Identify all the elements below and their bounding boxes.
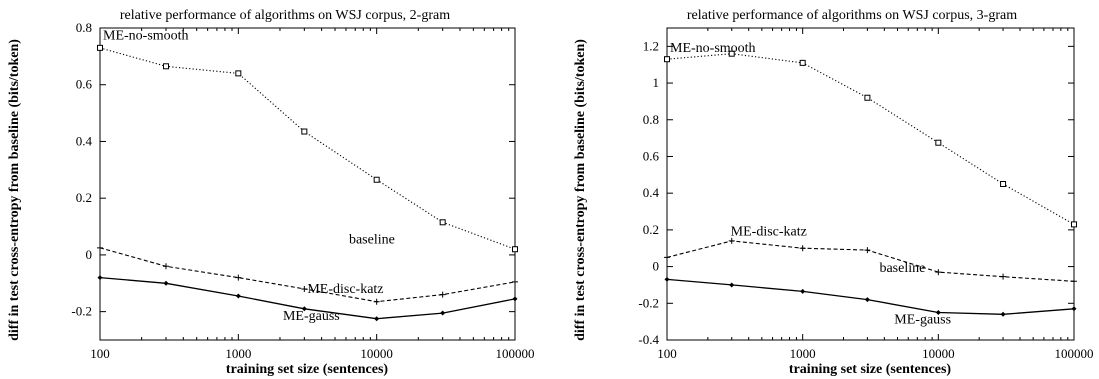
y-tick-label: 0.6 <box>643 148 660 163</box>
data-point <box>864 297 870 303</box>
data-point <box>373 176 380 183</box>
y-tick-label: 0 <box>653 259 660 274</box>
y-ticks: -0.2 0 0.2 0.4 0.6 0.8 <box>71 20 515 319</box>
data-point <box>97 275 103 281</box>
data-point <box>301 128 308 135</box>
data-point <box>1000 311 1006 317</box>
data-point <box>664 276 670 282</box>
data-point <box>935 309 941 315</box>
series-annotation: ME-no-smooth <box>670 41 756 56</box>
y-tick-label: 0.8 <box>76 20 92 35</box>
plot-frame <box>666 27 1075 341</box>
data-point <box>935 139 942 146</box>
annotation-layer: ME-no-smooth ME-disc-katz baseline ME-gauss <box>670 41 951 328</box>
x-ticks: 100 1000 10000 100000 <box>90 28 535 361</box>
data-point <box>864 94 871 101</box>
x-tick-label: 1000 <box>790 346 816 361</box>
series-annotation: ME-gauss <box>283 309 340 324</box>
y-tick-label: 1 <box>653 75 660 90</box>
data-point <box>728 50 735 57</box>
data-point <box>235 274 242 281</box>
y-tick-label: -0.2 <box>638 295 659 310</box>
data-point <box>1071 278 1077 285</box>
series-annotation: ME-disc-katz <box>307 282 383 297</box>
x-tick-label: 100000 <box>496 346 535 361</box>
data-point <box>512 296 518 302</box>
data-point <box>728 237 735 244</box>
data-point <box>235 293 241 299</box>
data-point <box>512 246 518 253</box>
annotation-layer: ME-no-smooth baseline ME-disc-katz ME-gauss <box>103 28 395 324</box>
y-tick-label: 0.8 <box>643 112 659 127</box>
data-point <box>374 316 380 322</box>
data-point <box>664 254 670 261</box>
y-tick-label: 0.4 <box>643 185 660 200</box>
data-point <box>163 63 170 70</box>
series-annotation: ME-disc-katz <box>731 224 807 239</box>
data-point <box>935 269 942 276</box>
data-point <box>1071 306 1077 312</box>
x-tick-label: 100 <box>657 346 677 361</box>
chart-3gram: relative performance of algorithms on WS… <box>573 8 1094 377</box>
y-axis-label: diff in test cross-entropy from baseline… <box>573 39 588 341</box>
data-point <box>439 291 446 298</box>
x-tick-label: 10000 <box>922 346 955 361</box>
series-annotation: baseline <box>349 233 395 248</box>
series-line-ME-no-smooth <box>99 47 516 250</box>
x-axis-label: training set size (sentences) <box>226 362 388 377</box>
series-layer <box>97 44 518 322</box>
data-point <box>664 56 670 63</box>
data-point <box>301 285 308 292</box>
data-point <box>235 70 242 77</box>
chart-title: relative performance of algorithms on WS… <box>120 8 450 23</box>
data-point <box>729 282 735 288</box>
y-ticks: -0.4 -0.2 0 0.2 0.4 0.6 0.8 1 1.2 <box>638 38 1074 347</box>
data-point <box>439 219 446 226</box>
x-tick-label: 10000 <box>360 346 393 361</box>
series-line-ME-gauss <box>666 278 1075 315</box>
series-annotation: ME-no-smooth <box>103 28 189 43</box>
series-annotation: ME-gauss <box>894 312 951 327</box>
y-tick-label: 0 <box>86 247 93 262</box>
series-annotation: baseline <box>879 261 925 276</box>
y-tick-label: -0.4 <box>638 332 659 347</box>
chart-title: relative performance of algorithms on WS… <box>687 8 1017 23</box>
data-point <box>799 59 806 66</box>
data-point <box>1000 273 1007 280</box>
data-point <box>800 288 806 294</box>
data-point <box>1000 181 1007 187</box>
y-tick-label: 0.6 <box>76 77 93 92</box>
chart-2gram: relative performance of algorithms on WS… <box>7 8 535 377</box>
data-point <box>163 263 170 270</box>
series-layer <box>664 50 1077 317</box>
series-line-ME-no-smooth <box>666 53 1075 225</box>
y-tick-label: 1.2 <box>643 38 659 53</box>
data-point <box>301 306 307 312</box>
data-point <box>97 244 103 251</box>
y-axis-label: diff in test cross-entropy from baseline… <box>7 39 22 341</box>
data-point <box>163 280 169 286</box>
data-point <box>1071 221 1077 228</box>
data-point <box>799 245 806 252</box>
x-tick-label: 1000 <box>225 346 251 361</box>
data-point <box>97 44 103 51</box>
x-ticks: 100 1000 10000 100000 <box>657 28 1094 361</box>
x-tick-label: 100 <box>90 346 110 361</box>
data-point <box>864 247 871 254</box>
series-line-ME-disc-katz <box>666 240 1075 282</box>
plot-frame <box>99 27 516 341</box>
data-point <box>512 278 518 285</box>
x-tick-label: 100000 <box>1055 346 1094 361</box>
y-tick-label: 0.2 <box>76 190 92 205</box>
x-axis-label: training set size (sentences) <box>789 362 951 377</box>
data-point <box>440 310 446 316</box>
y-tick-label: 0.4 <box>76 133 93 148</box>
y-tick-label: 0.2 <box>643 222 659 237</box>
y-tick-label: -0.2 <box>71 304 92 319</box>
data-point <box>373 298 380 305</box>
